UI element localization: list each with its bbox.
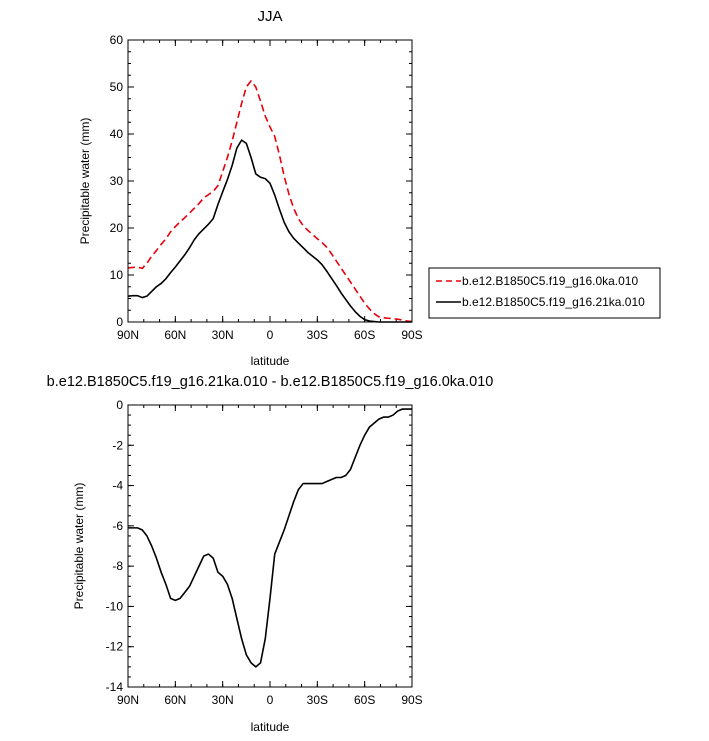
top-chart-title: JJA <box>257 8 282 25</box>
legend-label-21ka: b.e12.B1850C5.f19_g16.21ka.010 <box>462 295 645 309</box>
bottom-x-tick-label: 30N <box>212 693 234 707</box>
top-series-line-0 <box>127 80 413 323</box>
top-x-tick-label: 90N <box>117 328 139 342</box>
bottom-x-tick-label: 30S <box>307 693 328 707</box>
bottom-y-tick-label: -4 <box>112 479 123 493</box>
bottom-series-lines <box>128 408 412 668</box>
top-x-axis-label: latitude <box>251 354 290 368</box>
bottom-ticks: 90N 60N 30N 0 30S 60S 90S -14 -12 -10 -8 -6 -4 -2 0 <box>106 398 423 707</box>
bottom-chart-title: b.e12.B1850C5.f19_g16.21ka.010 - b.e12.B… <box>47 374 494 390</box>
legend-label-0ka: b.e12.B1850C5.f19_g16.0ka.010 <box>462 274 638 288</box>
bottom-y-tick-label: -12 <box>106 640 124 654</box>
top-series-line-1 <box>127 139 412 323</box>
bottom-y-axis-label: Precipitable water (mm) <box>72 483 86 610</box>
top-x-tick-label: 0 <box>267 328 274 342</box>
top-y-tick-label: 0 <box>116 315 123 329</box>
top-x-tick-label: 60N <box>164 328 186 342</box>
bottom-x-tick-label: 90S <box>401 693 422 707</box>
top-x-tick-label: 30N <box>212 328 234 342</box>
bottom-x-axis-label: latitude <box>251 720 290 734</box>
bottom-x-tick-label: 60N <box>164 693 186 707</box>
top-x-tick-label: 90S <box>401 328 422 342</box>
bottom-series-line-0 <box>128 408 412 668</box>
bottom-plot-frame <box>127 404 413 688</box>
top-y-tick-label: 10 <box>110 268 124 282</box>
bottom-x-tick-label: 90N <box>117 693 139 707</box>
legend: b.e12.B1850C5.f19_g16.0ka.010 b.e12.B185… <box>428 267 661 319</box>
top-y-axis-label: Precipitable water (mm) <box>78 118 92 245</box>
top-series-lines <box>127 80 413 323</box>
bottom-y-tick-label: -14 <box>106 680 124 694</box>
top-y-tick-label: 20 <box>110 221 124 235</box>
bottom-y-tick-label: 0 <box>116 398 123 412</box>
legend-box <box>428 267 661 319</box>
top-y-tick-label: 50 <box>110 80 124 94</box>
top-x-tick-label: 60S <box>354 328 375 342</box>
bottom-y-tick-label: -8 <box>112 559 123 573</box>
top-y-tick-label: 30 <box>110 174 124 188</box>
bottom-panel: b.e12.B1850C5.f19_g16.21ka.010 - b.e12.B… <box>47 374 494 734</box>
top-panel: JJA latitude Precipitable water (mm) 90N… <box>78 8 423 368</box>
top-x-tick-label: 30S <box>307 328 328 342</box>
bottom-y-tick-label: -6 <box>112 519 123 533</box>
top-ticks: 90N 60N 30N 0 30S 60S 90S 0 10 20 30 40 50 60 <box>110 33 423 342</box>
bottom-x-tick-label: 0 <box>267 693 274 707</box>
bottom-y-tick-label: -2 <box>112 438 123 452</box>
top-plot-frame <box>127 39 413 323</box>
bottom-x-tick-label: 60S <box>354 693 375 707</box>
top-y-tick-label: 40 <box>110 127 124 141</box>
top-y-tick-label: 60 <box>110 33 124 47</box>
bottom-y-tick-label: -10 <box>106 599 124 613</box>
